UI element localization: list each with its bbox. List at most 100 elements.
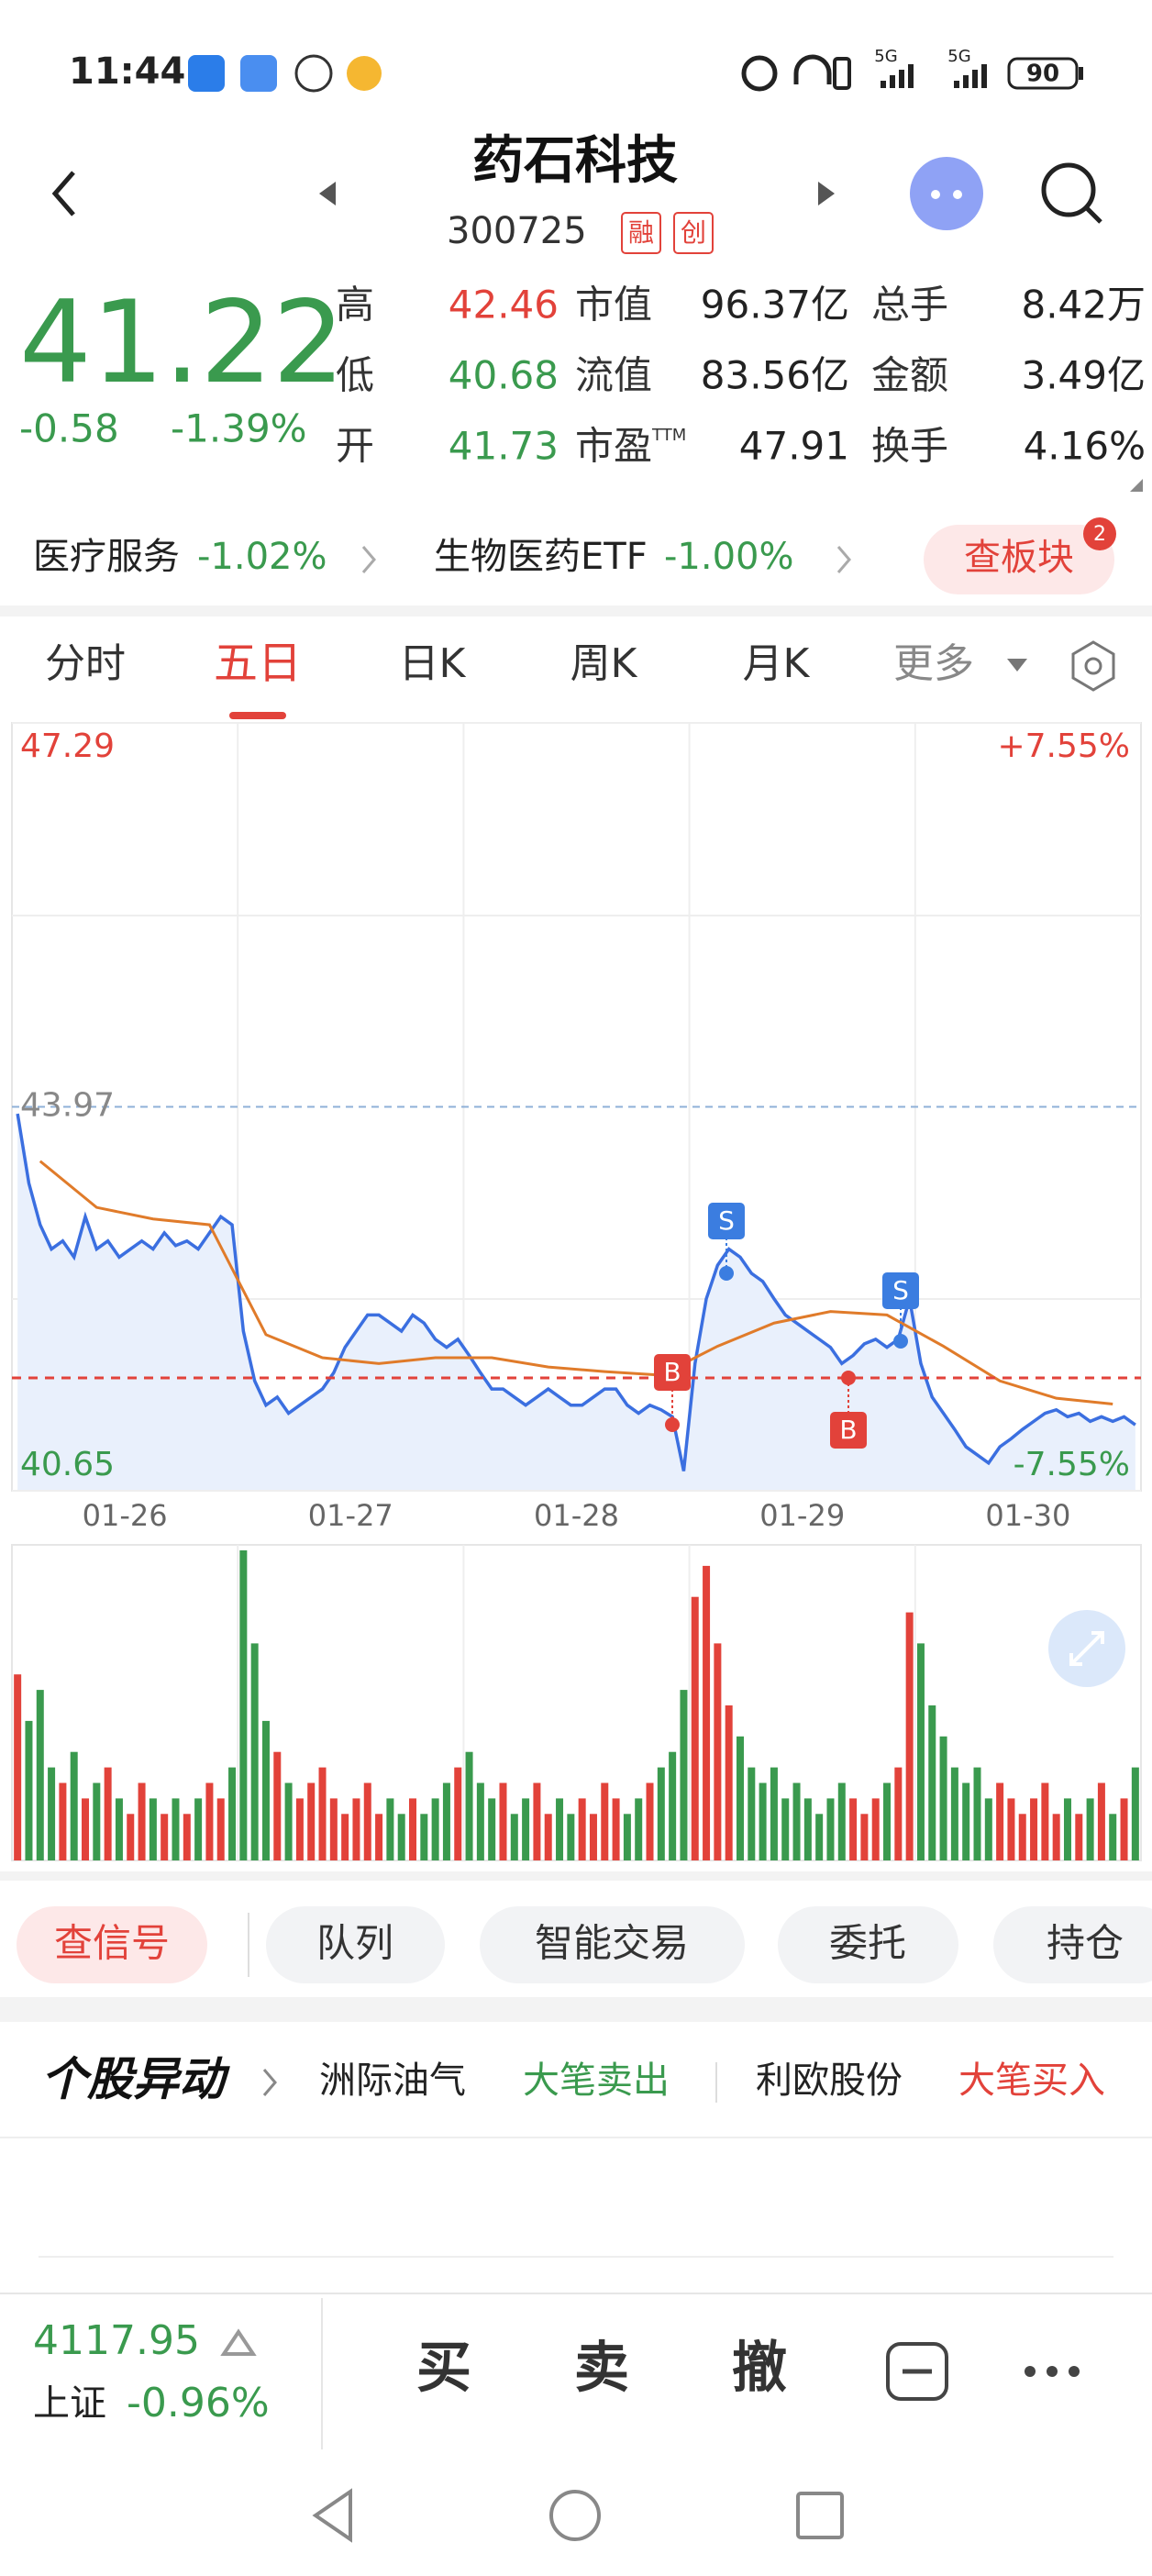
signal-dot [719,1266,734,1281]
volume-bar [82,1798,90,1860]
trade-button[interactable]: 卖 [574,2337,629,2401]
signal-dot [841,1371,856,1385]
stat-value: 40.68 [449,353,559,398]
volume-bar [916,1643,925,1860]
search-button[interactable] [1041,162,1096,217]
tab[interactable]: 更多 [893,640,974,687]
volume-bar [815,1814,824,1860]
more-dot [1069,2366,1080,2377]
trade-button[interactable]: 买 [416,2337,471,2401]
badge-box [621,212,661,254]
tab[interactable]: 周K [570,640,638,687]
stat-label: 高 [336,283,374,328]
tab[interactable]: 分时 [45,640,126,687]
network-type: 5G [874,47,897,66]
volume-bar [803,1798,812,1860]
signal-label: S [718,1205,735,1236]
battery [1007,57,1079,90]
alert-stock[interactable]: 利欧股份 [756,2060,903,2102]
sector-button-label[interactable]: 查板块 [964,537,1074,579]
action-label[interactable]: 持仓 [1047,1921,1124,1966]
sector-name: 医疗服务 [33,536,180,578]
volume-bar [25,1720,33,1860]
x-tick-label: 01-29 [759,1498,845,1533]
index-value: 4117.95 [33,2317,200,2364]
stat-label: 流值 [575,353,652,398]
stat-label: 金额 [871,353,948,398]
volume-bar [307,1782,316,1860]
settings-button[interactable] [1071,640,1115,692]
volume-bar [261,1720,270,1860]
volume-bar [894,1767,903,1860]
volume-bar [194,1798,203,1860]
volume-bar [93,1782,101,1860]
volume-bar [1086,1798,1094,1860]
volume-bar [1131,1767,1139,1860]
action-pill[interactable] [993,1906,1152,1983]
sector-change: -1.00% [664,536,794,578]
volume-bar [59,1782,67,1860]
nav-back[interactable] [312,2488,352,2543]
assistant-avatar[interactable] [910,157,983,230]
tab[interactable]: 月K [743,640,811,687]
signal-icon [881,64,914,88]
volume-bar [725,1705,733,1860]
chevron [836,546,851,573]
tab[interactable]: 五日 [214,638,302,689]
stock-code: 300725 [447,210,587,252]
volume-bar [127,1814,135,1860]
action-pill[interactable] [266,1906,445,1983]
sector-button[interactable] [924,525,1114,594]
chart-layer [12,722,1141,1860]
stock-name: 药石科技 [472,131,678,191]
app-icon [240,55,277,92]
tab[interactable]: 日K [399,640,467,687]
volume-bar [1109,1814,1117,1860]
alert-event: 大笔买入 [958,2060,1105,2102]
volume-bar [228,1767,237,1860]
volume-bar [1007,1798,1015,1860]
volume-bar [623,1814,631,1860]
volume-bar [397,1814,405,1860]
volume-bar [973,1767,981,1860]
nav-recent[interactable] [796,2492,844,2539]
nav-home[interactable] [549,2490,601,2541]
volume-bar [386,1798,394,1860]
separator [0,1871,1152,1881]
index-change: -0.96% [127,2380,270,2426]
volume-bar [714,1643,722,1860]
volume-bar [329,1798,338,1860]
price-change: -0.58 [19,406,119,451]
volume-bar [646,1782,654,1860]
signal-label: B [663,1357,681,1387]
app-icon [294,54,333,93]
volume-bar [1052,1814,1060,1860]
action-label[interactable]: 队列 [316,1921,393,1966]
action-pill[interactable] [17,1906,207,1983]
alert-stock[interactable]: 洲际油气 [319,2060,466,2102]
volume-bar [363,1782,371,1860]
status-time: 11:44 [69,50,185,93]
next-stock[interactable] [818,182,835,205]
prev-stock[interactable] [319,182,336,205]
action-label[interactable]: 委托 [829,1921,906,1966]
volume-bar [1063,1798,1071,1860]
action-label[interactable]: 智能交易 [535,1921,689,1966]
minus-button[interactable] [886,2342,948,2401]
more-dot[interactable] [1025,2366,1036,2377]
app-icon [188,55,225,92]
sector-change: -1.02% [197,536,327,578]
stat-value: 83.56亿 [701,353,849,398]
volume-bar [544,1814,552,1860]
vibrate-icon [833,57,851,90]
chevron [262,2069,277,2096]
stat-label: 低 [336,353,374,398]
back-button[interactable] [51,171,75,217]
alert-event: 大笔卖出 [523,2060,670,2102]
action-pill[interactable] [480,1906,745,1983]
stat-label: 市盈TTM [575,424,686,469]
action-pill[interactable] [778,1906,958,1983]
action-label[interactable]: 查信号 [54,1921,170,1966]
trade-button[interactable]: 撤 [732,2337,787,2401]
volume-bar [510,1814,518,1860]
